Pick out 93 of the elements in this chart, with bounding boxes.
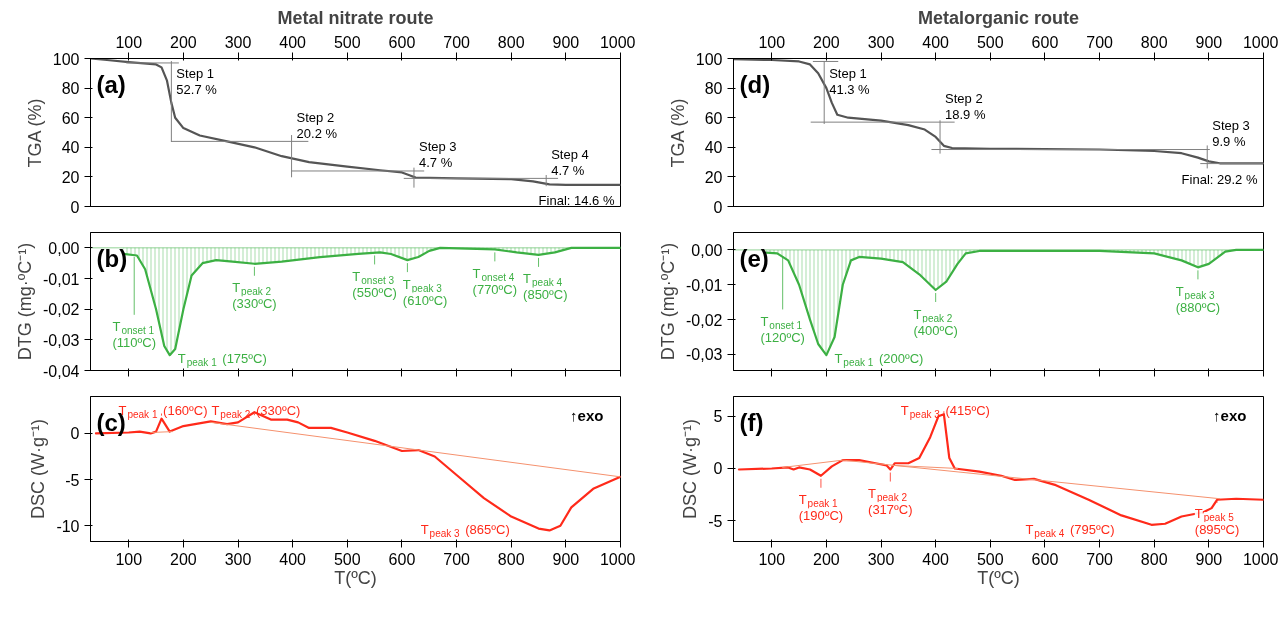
x-tick-label: 200 [170,550,197,568]
x-tick-label: 1000 [1242,550,1279,568]
y-tick-label: -0,03 [686,346,723,364]
x-tick-label: 800 [497,550,525,568]
y-tick-label: -5 [708,512,723,530]
x-tick-label: 400 [279,33,307,51]
y-tick-label: 80 [61,80,80,98]
y-tick-label: -10 [56,517,80,535]
x-tick-label: 800 [1140,33,1168,51]
x-tick-label: 600 [1031,33,1059,51]
x-tick-label: 400 [279,550,307,568]
y-tick-label: -0,01 [686,276,723,294]
x-tick-label: 900 [1195,550,1223,568]
y-tick-label: 100 [52,50,80,68]
x-tick-label: 300 [224,550,252,568]
x-tick-label: 800 [1140,550,1168,568]
chart-title: Metal nitrate route [277,7,434,28]
y-axis-title: TGA (%) [667,98,688,168]
annotation: Step 1 52.7 % [176,66,218,97]
y-tick-label: 0 [713,198,723,216]
y-tick-label: 20 [704,168,723,186]
x-tick-label: 900 [1195,33,1223,51]
annotation: Step 3 9.9 % [1212,118,1250,150]
x-tick-label: 300 [867,550,895,568]
y-tick-label: 5 [713,408,723,426]
y-tick-label: -0,04 [43,362,80,380]
x-tick-label: 500 [976,33,1004,51]
x-tick-label: 500 [333,550,361,568]
annotation: Final: 14.6 % [538,193,615,209]
annotation: Step 2 20.2 % [296,109,338,141]
y-tick-label: -0,01 [43,270,80,288]
x-tick-label: 200 [813,33,840,51]
x-tick-label: 500 [976,550,1004,568]
x-tick-label: 100 [758,33,786,51]
y-tick-label: 0,00 [48,239,80,257]
x-tick-label: 900 [552,550,580,568]
y-tick-label: 0,00 [691,241,723,259]
x-tick-label: 600 [388,550,416,568]
annotation: Step 3 4.7 % [418,139,457,171]
x-tick-label: 400 [922,550,950,568]
annotation: (e) [739,245,769,272]
y-axis-title: DSC (W·g⁻¹) [28,419,49,519]
y-tick-label: 60 [704,109,723,127]
x-tick-label: 100 [115,550,143,568]
y-tick-label: -0,03 [43,331,80,349]
y-tick-label: 0 [70,425,80,443]
annotation: (d) [739,71,771,98]
annotation: ↑exo [1213,407,1247,425]
y-axis-title: DTG (mg·ºC⁻¹) [658,242,679,361]
y-tick-label: 20 [61,168,80,186]
x-tick-label: 300 [867,33,895,51]
x-tick-label: 1000 [1242,33,1279,51]
x-tick-label: 100 [758,550,786,568]
x-tick-label: 500 [333,33,361,51]
annotation: (b) [96,245,128,272]
annotation: Step 1 41.3 % [829,66,871,97]
x-tick-label: 700 [1086,33,1114,51]
y-tick-label: 80 [704,80,723,98]
x-axis-title: T(ºC) [977,567,1020,588]
y-tick-label: -5 [65,471,80,489]
x-tick-label: 200 [170,33,197,51]
x-tick-label: 200 [813,550,840,568]
y-tick-label: 40 [61,139,80,157]
x-tick-label: 900 [552,33,580,51]
chart-title: Metalorganic route [917,7,1080,28]
x-tick-label: 1000 [599,550,636,568]
x-tick-label: 700 [443,550,471,568]
y-tick-label: -0,02 [43,301,80,319]
y-axis-title: DTG (mg·ºC⁻¹) [15,242,36,361]
x-tick-label: 1000 [599,33,636,51]
x-tick-label: 700 [1086,550,1114,568]
y-tick-label: 0 [70,198,80,216]
y-tick-label: 100 [695,50,723,68]
x-tick-label: 800 [497,33,525,51]
annotation: Step 4 4.7 % [551,146,589,178]
annotation: (a) [96,71,126,98]
x-tick-label: 700 [443,33,471,51]
x-tick-label: 400 [922,33,950,51]
x-axis-title: T(ºC) [334,567,377,588]
y-tick-label: 40 [704,139,723,157]
y-axis-title: TGA (%) [24,98,45,168]
annotation: (f) [739,409,764,436]
x-tick-label: 300 [224,33,252,51]
x-tick-label: 100 [115,33,143,51]
annotation: Step 2 18.9 % [945,90,986,122]
x-tick-label: 600 [1031,550,1059,568]
y-axis-title: DSC (W·g⁻¹) [680,419,701,519]
annotation: ↑exo [570,407,604,425]
y-tick-label: -0,02 [686,311,723,329]
annotation: Final: 29.2 % [1181,171,1258,187]
y-tick-label: 60 [61,109,80,127]
y-tick-label: 0 [713,460,723,478]
x-tick-label: 600 [388,33,416,51]
